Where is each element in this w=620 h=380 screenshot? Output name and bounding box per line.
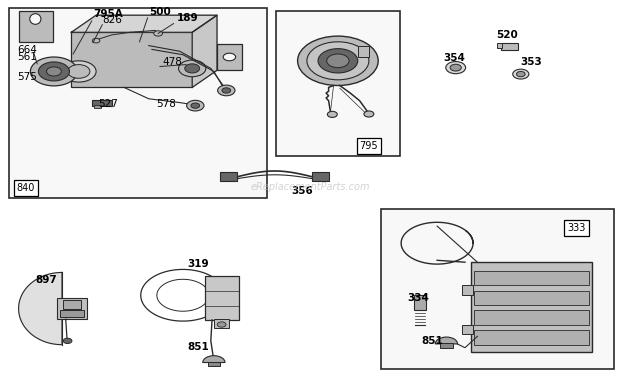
Bar: [501, 43, 518, 50]
Bar: [217, 44, 242, 70]
Bar: [92, 100, 112, 106]
Circle shape: [185, 64, 200, 73]
Bar: [312, 172, 329, 181]
Bar: [440, 343, 453, 348]
Text: 500: 500: [149, 7, 170, 17]
Text: 561: 561: [17, 52, 37, 62]
Wedge shape: [203, 356, 225, 363]
Text: 578: 578: [156, 99, 176, 109]
Bar: [276, 11, 400, 156]
Text: 664: 664: [17, 45, 37, 55]
Circle shape: [516, 71, 525, 77]
Circle shape: [191, 103, 200, 108]
Text: 795A: 795A: [93, 9, 123, 19]
Circle shape: [222, 88, 231, 93]
Circle shape: [61, 61, 96, 82]
Bar: [94, 105, 101, 108]
Bar: [205, 276, 239, 320]
Bar: [474, 271, 589, 285]
Polygon shape: [19, 272, 62, 345]
Bar: [71, 32, 192, 87]
Ellipse shape: [30, 14, 41, 24]
Text: 354: 354: [443, 53, 465, 63]
Text: 575: 575: [17, 72, 37, 82]
Bar: [220, 172, 237, 181]
Text: 527: 527: [98, 99, 118, 109]
Text: 851: 851: [187, 342, 209, 352]
Text: 520: 520: [496, 30, 518, 40]
Bar: [474, 310, 589, 325]
Circle shape: [450, 64, 461, 71]
Polygon shape: [192, 15, 217, 87]
Circle shape: [327, 54, 349, 68]
Circle shape: [513, 69, 529, 79]
Circle shape: [218, 85, 235, 96]
Bar: [63, 300, 81, 309]
Text: 334: 334: [407, 293, 429, 303]
Circle shape: [327, 111, 337, 117]
Text: 795: 795: [360, 141, 378, 151]
Circle shape: [46, 67, 61, 76]
Circle shape: [318, 49, 358, 73]
Bar: [414, 294, 426, 310]
Bar: [19, 11, 53, 42]
Text: 189: 189: [177, 13, 198, 23]
Bar: [208, 362, 220, 366]
Text: 353: 353: [521, 57, 542, 66]
Circle shape: [68, 65, 90, 78]
Polygon shape: [71, 15, 217, 32]
Text: 826: 826: [102, 15, 122, 25]
Bar: [57, 298, 87, 319]
Bar: [462, 325, 473, 334]
Bar: [381, 209, 614, 369]
Bar: [358, 46, 369, 57]
Bar: [9, 8, 267, 198]
Text: eReplacementParts.com: eReplacementParts.com: [250, 182, 370, 192]
Circle shape: [63, 338, 72, 344]
Bar: [474, 291, 589, 305]
Text: 478: 478: [162, 57, 182, 66]
Circle shape: [92, 38, 100, 43]
Circle shape: [218, 322, 226, 327]
Circle shape: [223, 53, 236, 61]
Bar: [214, 319, 229, 328]
Circle shape: [179, 60, 206, 77]
Wedge shape: [435, 337, 458, 344]
Circle shape: [38, 62, 69, 81]
Text: 319: 319: [187, 259, 209, 269]
Circle shape: [307, 42, 369, 80]
Text: 851: 851: [422, 336, 443, 346]
Bar: [471, 262, 592, 352]
Text: 840: 840: [17, 183, 35, 193]
Bar: [60, 310, 84, 317]
Bar: [474, 330, 589, 345]
Circle shape: [364, 111, 374, 117]
Circle shape: [154, 31, 162, 36]
Circle shape: [446, 62, 466, 74]
Circle shape: [30, 57, 78, 86]
Text: 356: 356: [291, 186, 313, 196]
Circle shape: [298, 36, 378, 86]
Circle shape: [187, 100, 204, 111]
Text: 333: 333: [567, 223, 586, 233]
Bar: [497, 43, 502, 48]
Text: 897: 897: [35, 275, 57, 285]
Bar: [462, 285, 473, 294]
